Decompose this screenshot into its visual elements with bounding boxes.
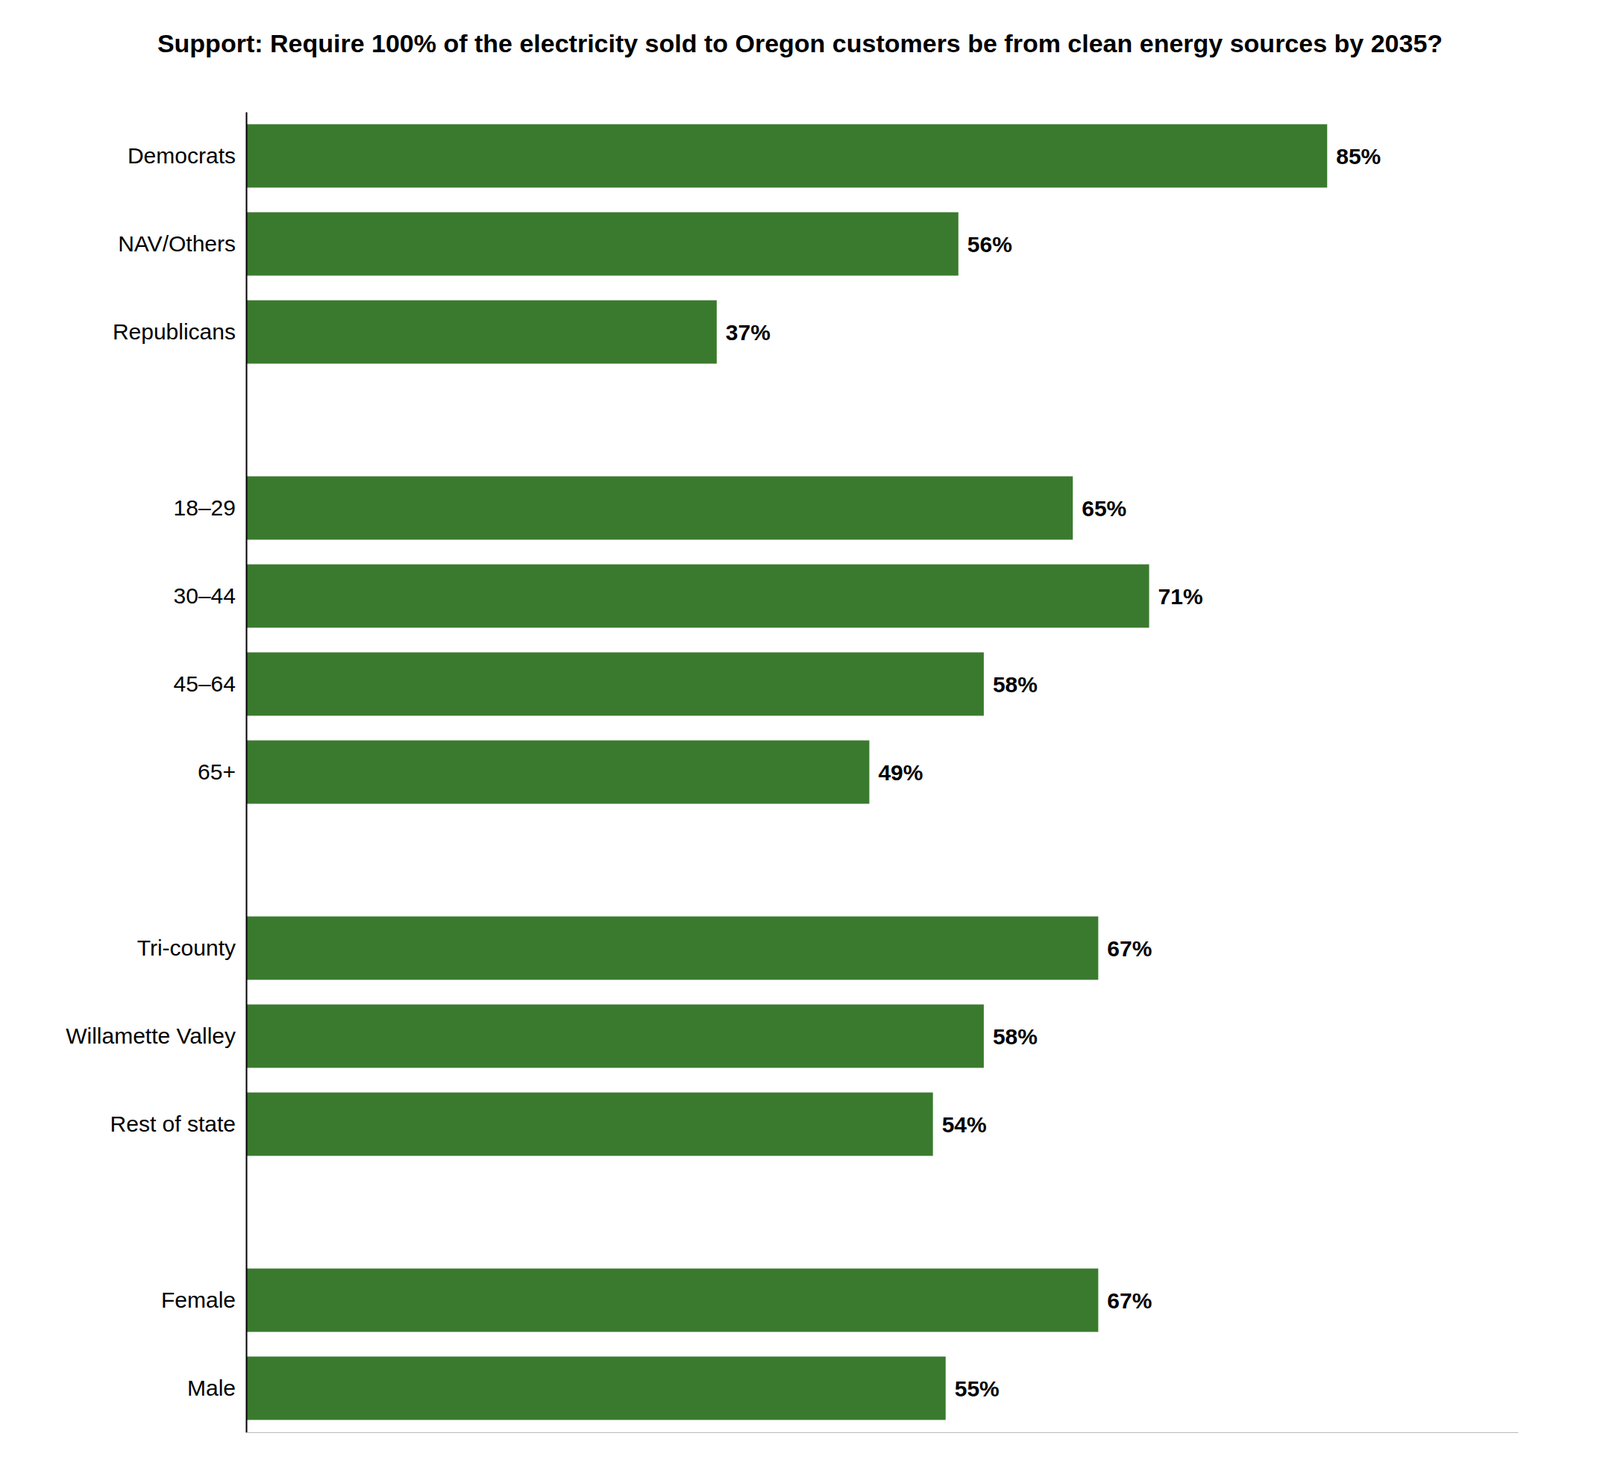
- x-axis-line: [246, 1432, 1519, 1433]
- data-label: 55%: [954, 1376, 1000, 1401]
- data-label: 67%: [1106, 1288, 1152, 1313]
- y-tick-label: Rest of state: [110, 1111, 236, 1137]
- y-tick: Female: [161, 1287, 247, 1313]
- bar: [246, 564, 1150, 629]
- y-tick: Democrats: [127, 143, 247, 168]
- bar: [246, 652, 984, 717]
- bar: [246, 1268, 1098, 1333]
- y-tick: 45–64: [173, 671, 247, 696]
- y-tick: Rest of state: [110, 1111, 247, 1137]
- chart: Support: Require 100% of the electricity…: [0, 0, 1600, 1477]
- y-tick-label: NAV/Others: [117, 231, 236, 256]
- y-axis: Democrats NAV/Others Republicans 18–29 30–44…: [65, 112, 247, 1433]
- bar: [246, 1356, 946, 1421]
- x-axis: [246, 1432, 1519, 1433]
- y-tick: 30–44: [173, 583, 247, 608]
- data-label: 85%: [1335, 143, 1381, 169]
- y-tick: Tri-county: [137, 935, 247, 960]
- data-label: 65%: [1081, 496, 1127, 521]
- title: Support: Require 100% of the electricity…: [157, 29, 1443, 58]
- y-tick-label: Willamette Valley: [65, 1023, 236, 1049]
- y-tick-label: 65+: [197, 759, 236, 784]
- y-tick-label: Female: [161, 1287, 236, 1313]
- bar: [246, 1004, 984, 1069]
- y-tick: NAV/Others: [117, 231, 247, 256]
- data-labels: 85% 56% 37% 65% 71% 58% 49% 67% 58% 54% 67% 55%: [725, 143, 1381, 1401]
- y-axis-line: [246, 112, 248, 1433]
- bar: [246, 740, 869, 805]
- y-tick-label: Male: [187, 1375, 236, 1401]
- y-tick: 65+: [197, 759, 247, 784]
- bar: [246, 212, 959, 276]
- bar: [246, 1092, 934, 1157]
- bar: [246, 300, 717, 365]
- data-label: 67%: [1106, 936, 1152, 961]
- data-label: 56%: [967, 231, 1013, 257]
- y-tick-label: Tri-county: [137, 935, 236, 960]
- data-label: 49%: [877, 760, 923, 785]
- bar: [246, 124, 1327, 188]
- y-tick-label: 30–44: [173, 583, 236, 608]
- data-label: 37%: [725, 320, 771, 345]
- data-label: 58%: [992, 672, 1038, 697]
- bar: [246, 916, 1098, 981]
- y-tick-label: 45–64: [173, 671, 236, 696]
- y-tick-label: Republicans: [112, 319, 236, 344]
- y-tick: 18–29: [173, 495, 247, 520]
- bar: [246, 476, 1073, 541]
- y-tick: Willamette Valley: [65, 1023, 247, 1049]
- y-tick: Republicans: [112, 319, 247, 344]
- data-label: 71%: [1158, 584, 1204, 609]
- data-label: 58%: [992, 1024, 1038, 1049]
- plot: 85% 56% 37% 65% 71% 58% 49% 67% 58% 54% 67% 55% Demo…: [65, 112, 1518, 1433]
- y-tick-label: Democrats: [127, 143, 236, 168]
- bars: [246, 124, 1327, 1421]
- y-tick: Male: [187, 1375, 247, 1401]
- data-label: 54%: [942, 1112, 987, 1137]
- y-tick-label: 18–29: [173, 495, 236, 520]
